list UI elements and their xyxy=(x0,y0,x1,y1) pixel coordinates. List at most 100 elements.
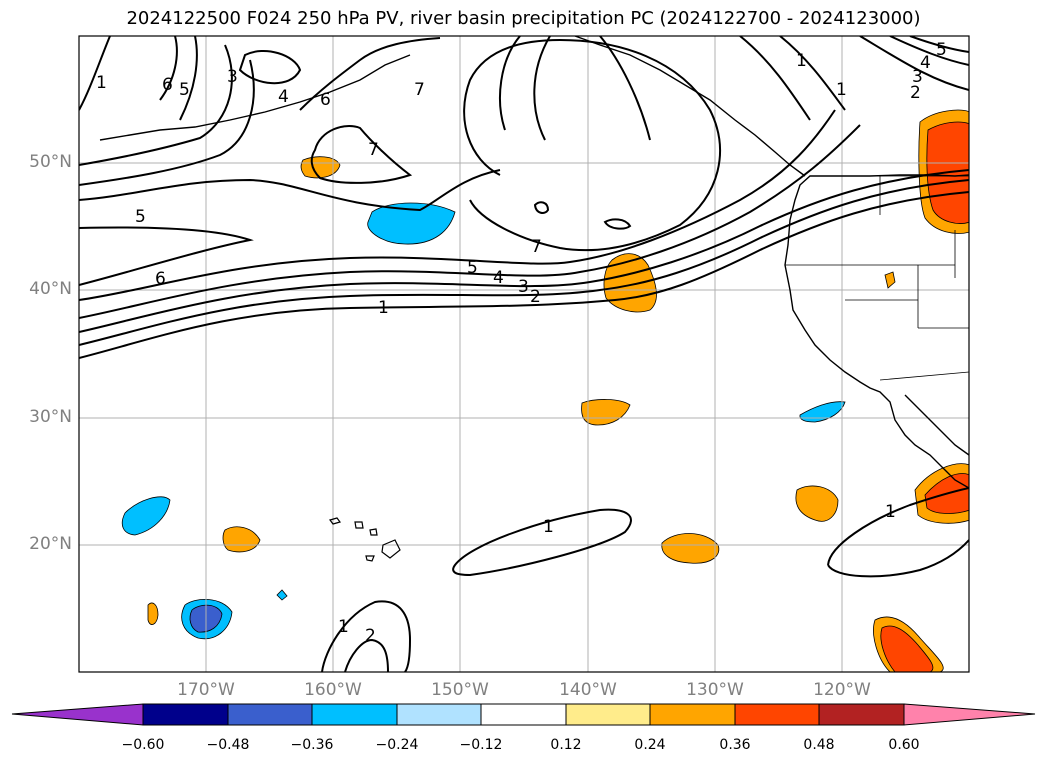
colorbar-segment xyxy=(649,703,736,726)
contour-label: 5 xyxy=(936,40,947,60)
lat-label: 50°N xyxy=(29,152,72,172)
precip-blob-positive xyxy=(581,399,631,426)
contour-label: 6 xyxy=(155,269,166,289)
contour-label: 7 xyxy=(531,237,542,257)
lon-label: 140°W xyxy=(559,680,617,700)
pv-contour xyxy=(779,36,846,111)
precip-blob-negative xyxy=(799,401,846,423)
pv-contour xyxy=(739,36,811,121)
contour-label: 1 xyxy=(96,73,107,93)
pv-contour xyxy=(827,539,969,578)
lon-label: 170°W xyxy=(177,680,235,700)
colorbar-segment xyxy=(396,703,482,726)
contour-label: 6 xyxy=(320,90,331,110)
colorbar-segment xyxy=(311,703,398,726)
map-plot-area: 1 2 3 4 5 7 1 1 1 2 5 6 3 4 5 6 6 1 7 7 … xyxy=(79,36,969,672)
pv-contour xyxy=(79,109,836,301)
colorbar xyxy=(11,703,1036,726)
precip-blob-negative xyxy=(367,202,456,245)
pv-contour-closed xyxy=(310,125,413,184)
contour-label: 3 xyxy=(912,67,923,87)
pv-contour-closed xyxy=(603,218,632,230)
contour-label: 2 xyxy=(365,626,376,646)
colorbar-tick-label: 0.60 xyxy=(888,737,920,753)
pv-contour xyxy=(344,638,389,672)
pv-contour xyxy=(889,36,969,66)
contour-label: 1 xyxy=(836,80,847,100)
contour-label: 1 xyxy=(796,51,807,71)
pv-contour xyxy=(238,50,302,85)
colorbar-tick-label: 0.36 xyxy=(719,737,751,753)
precip-blob-positive xyxy=(222,526,261,553)
precip-blob-positive xyxy=(795,485,839,522)
plot-frame xyxy=(78,35,970,673)
colorbar-tick-label: −0.60 xyxy=(121,737,165,753)
contour-label: 3 xyxy=(518,277,529,297)
map-title: 2024122500 F024 250 hPa PV, river basin … xyxy=(126,8,921,29)
pv-contour xyxy=(299,37,441,111)
contour-label: 5 xyxy=(179,80,190,100)
contour-label: 1 xyxy=(885,502,896,522)
colorbar-segment xyxy=(818,703,905,726)
lat-label: 40°N xyxy=(29,279,72,299)
contour-label: 3 xyxy=(227,67,238,87)
pv-contour xyxy=(179,36,198,121)
contour-label: 1 xyxy=(543,517,554,537)
colorbar-extend-high xyxy=(903,703,1036,726)
pv-contour-closed xyxy=(463,38,721,252)
pv-contour xyxy=(79,179,969,346)
colorbar-segment xyxy=(227,703,313,726)
contour-label: 4 xyxy=(493,268,504,288)
pv-contour xyxy=(79,169,969,333)
pv-contour xyxy=(499,36,521,131)
contour-label: 2 xyxy=(530,287,541,307)
precip-blob-positive xyxy=(603,253,657,313)
pv-contour xyxy=(533,36,551,141)
alaska-coast xyxy=(574,36,806,177)
lat-label: 20°N xyxy=(29,534,72,554)
hawaiian-islands xyxy=(328,517,401,562)
colorbar-tick-label: 0.48 xyxy=(803,737,835,753)
contour-label: 1 xyxy=(378,298,389,318)
lat-label: 30°N xyxy=(29,407,72,427)
pv-contour xyxy=(79,124,861,319)
colorbar-tick-label: −0.24 xyxy=(375,737,419,753)
colorbar-segment xyxy=(734,703,820,726)
colorbar-segment xyxy=(142,703,229,726)
lon-label: 160°W xyxy=(304,680,362,700)
contour-label: 7 xyxy=(368,140,379,160)
coastlines xyxy=(99,36,969,489)
contour-labels: 1 2 3 4 5 7 1 1 1 2 5 6 3 4 5 6 6 1 7 7 … xyxy=(96,40,947,646)
precip-blob-positive xyxy=(300,156,341,179)
colorbar-tick-label: −0.36 xyxy=(290,737,334,753)
colorbar-segment xyxy=(565,703,651,726)
lon-label: 120°W xyxy=(813,680,871,700)
precip-blob-positive xyxy=(661,533,720,564)
colorbar-segment xyxy=(480,703,567,726)
map-gridlines xyxy=(79,36,969,672)
precip-blob-negative xyxy=(121,496,171,536)
colorbar-tick-label: 0.12 xyxy=(550,737,582,753)
pv-contour xyxy=(909,36,969,53)
pv-contour xyxy=(79,169,501,212)
pv-contour xyxy=(79,59,255,186)
pv-contour xyxy=(859,36,969,91)
aleutian-islands xyxy=(99,54,411,141)
lon-label: 130°W xyxy=(686,680,744,700)
pv-contour-closed xyxy=(452,508,632,577)
colorbar-tick-label: 0.24 xyxy=(634,737,666,753)
pv-contour xyxy=(827,487,969,566)
pv-contour xyxy=(321,600,412,672)
precip-blob-positive xyxy=(147,602,159,625)
contour-label: 1 xyxy=(338,617,349,637)
contour-label: 6 xyxy=(162,75,173,95)
baja-california xyxy=(904,394,969,456)
colorbar-tick-label: −0.12 xyxy=(459,737,503,753)
pv-contour xyxy=(599,36,651,141)
pv-contours xyxy=(79,36,969,672)
contour-label: 4 xyxy=(278,87,289,107)
pv-contour xyxy=(79,44,233,166)
colorbar-tick-label: −0.48 xyxy=(206,737,250,753)
pv-contour-closed xyxy=(533,201,550,214)
